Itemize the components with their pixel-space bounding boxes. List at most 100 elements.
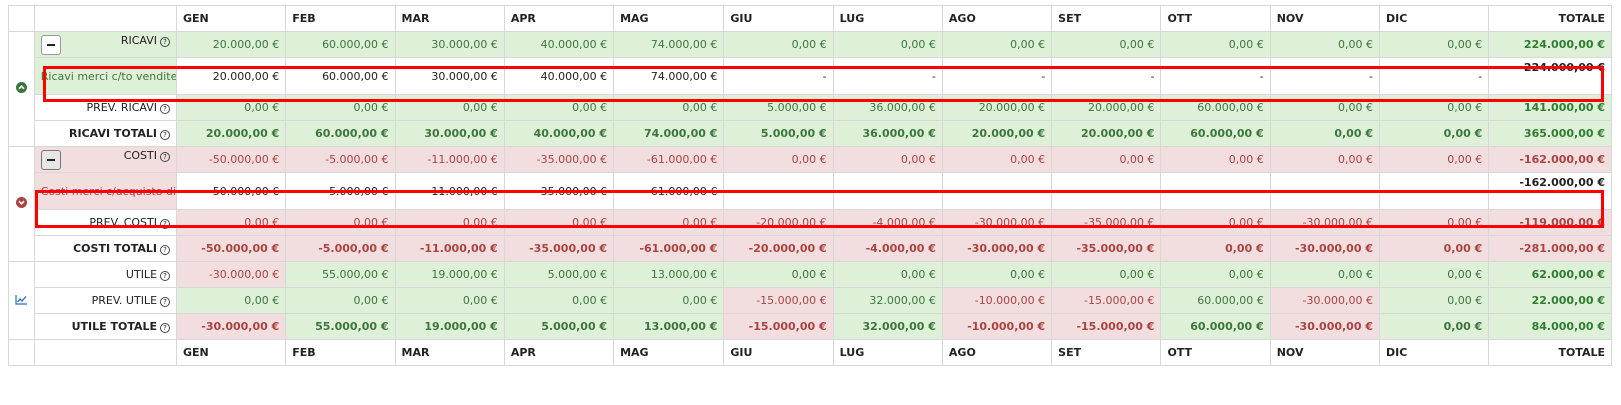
help-icon[interactable]: ? [160,323,171,333]
month-value-cell: 0,00 € [832,261,943,288]
month-value-cell: 0,00 € [176,94,287,121]
row-total-cell: 365.000,00 € [1488,120,1612,147]
row-prev-utile: PREV. UTILE? 0,00 €0,00 €0,00 €0,00 €0,0… [9,287,1612,314]
month-header: APR [503,5,615,32]
help-icon[interactable]: ? [160,37,171,47]
month-value-cell: - [1160,172,1271,210]
row-label: COSTI? [33,146,178,173]
row-total-cell: -162.000,00 € [1488,172,1612,210]
month-value-cell: 0,00 € [1269,146,1380,173]
row-total-cell: 224.000,00 € [1488,57,1612,95]
help-icon[interactable]: ? [160,271,171,281]
month-header: MAR [394,5,505,32]
header-row-top: GEN FEB MAR APR MAG GIU LUG AGO SET OTT … [8,5,1612,32]
month-value-cell: -35.000,00 € [503,235,615,262]
month-value-cell: - [1269,172,1380,210]
help-icon[interactable]: ? [160,245,171,255]
month-value-cell: -61.000,00 € [613,172,725,210]
month-value-cell: -20.000,00 € [723,209,834,236]
help-icon[interactable]: ? [160,297,171,307]
month-value-cell: 0,00 € [285,209,396,236]
month-value-cell: 19.000,00 € [394,261,505,288]
row-ricavi-detail: Ricavi merci c/to vendite 20.000,00 €60.… [9,57,1612,95]
month-footer: DIC [1378,339,1490,366]
row-total-cell: 22.000,00 € [1488,287,1612,314]
month-footer: FEB [285,339,396,366]
month-value-cell: -35.000,00 € [503,146,615,173]
month-value-cell: 55.000,00 € [285,313,396,340]
header-corner-label [33,5,178,32]
month-value-cell: -10.000,00 € [941,313,1053,340]
month-value-cell: -4.000,00 € [832,235,943,262]
month-value-cell: -50.000,00 € [176,235,287,262]
month-footer: SET [1051,339,1162,366]
row-costi-detail: Costi merci c/acquisto di produzione -50… [9,172,1612,210]
utile-group-side [8,261,35,340]
help-icon[interactable]: ? [160,219,171,229]
row-costi-totali: COSTI TOTALI? -50.000,00 € -5.000,00 € -11… [9,235,1612,262]
month-value-cell: -30.000,00 € [1269,209,1380,236]
ricavi-group-side [8,31,35,147]
month-footer: OTT [1160,339,1271,366]
month-value-cell: 5.000,00 € [723,94,834,121]
month-value-cell: -5.000,00 € [285,146,396,173]
help-icon[interactable]: ? [160,104,171,114]
month-value-cell: -61.000,00 € [613,146,725,173]
month-header: AGO [941,5,1053,32]
month-value-cell: 0,00 € [613,287,725,314]
month-value-cell: 0,00 € [1269,94,1380,121]
row-total-cell: -119.000,00 € [1488,209,1612,236]
month-value-cell: -30.000,00 € [1269,235,1380,262]
row-label: UTILE? [33,261,178,288]
month-value-cell: 60.000,00 € [1160,313,1271,340]
month-value-cell: - [1160,57,1271,95]
collapse-costi-button[interactable] [40,150,61,170]
row-total-cell: 84.000,00 € [1488,313,1612,340]
row-label: PREV. COSTI? [33,209,178,236]
month-value-cell: 0,00 € [1160,146,1271,173]
month-header: OTT [1160,5,1271,32]
month-value-cell: 19.000,00 € [394,313,505,340]
month-value-cell: 0,00 € [723,31,834,58]
month-value-cell: 20.000,00 € [941,94,1053,121]
month-value-cell: 0,00 € [1378,146,1490,173]
month-value-cell: -30.000,00 € [176,313,287,340]
line-chart-icon[interactable] [15,294,28,308]
month-value-cell: 60.000,00 € [285,120,396,147]
month-value-cell: 0,00 € [723,261,834,288]
row-ricavi: RICAVI? 20.000,00 €60.000,00 €30.000,00 … [8,31,1612,147]
month-value-cell: 0,00 € [832,146,943,173]
chevron-circle-down-icon[interactable] [15,197,27,208]
month-value-cell: 0,00 € [1378,120,1490,147]
month-value-cell: 20.000,00 € [1051,94,1162,121]
month-value-cell: -20.000,00 € [723,235,834,262]
month-value-cell: 40.000,00 € [503,120,615,147]
month-value-cell: 30.000,00 € [394,120,505,147]
month-value-cell: 20.000,00 € [176,120,287,147]
month-header: DIC [1378,5,1490,32]
month-value-cell: 30.000,00 € [394,57,505,95]
month-value-cell: 5.000,00 € [723,120,834,147]
month-value-cell: - [941,57,1053,95]
help-icon[interactable]: ? [160,152,171,162]
chevron-circle-up-icon[interactable] [15,82,27,93]
month-value-cell: 36.000,00 € [832,94,943,121]
help-icon[interactable]: ? [160,130,171,140]
month-value-cell: 74.000,00 € [613,31,725,58]
month-value-cell: 0,00 € [503,287,615,314]
total-footer: TOTALE [1488,339,1612,366]
costi-group-side [8,146,35,262]
month-value-cell: -11.000,00 € [394,172,505,210]
month-value-cell: 60.000,00 € [1160,287,1271,314]
month-value-cell: -35.000,00 € [1051,235,1162,262]
month-value-cell: -5.000,00 € [285,172,396,210]
month-value-cell: 0,00 € [1378,313,1490,340]
total-header: TOTALE [1488,5,1612,32]
row-label-text: RICAVI TOTALI [69,127,158,140]
row-label-text: UTILE TOTALE [71,320,158,333]
month-value-cell: 40.000,00 € [503,57,615,95]
row-label-text: RICAVI [120,34,158,47]
month-value-cell: 0,00 € [941,31,1053,58]
month-header: GEN [176,5,287,32]
collapse-ricavi-button[interactable] [40,35,61,55]
